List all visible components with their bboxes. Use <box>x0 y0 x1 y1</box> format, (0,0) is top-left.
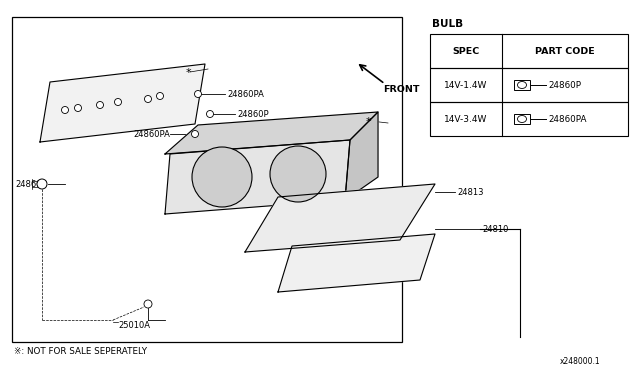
Bar <box>514 114 530 124</box>
Ellipse shape <box>518 115 527 122</box>
Circle shape <box>74 105 81 112</box>
Text: 24860B: 24860B <box>15 180 47 189</box>
Text: FRONT: FRONT <box>383 84 419 93</box>
Circle shape <box>270 146 326 202</box>
Circle shape <box>144 300 152 308</box>
Ellipse shape <box>518 81 527 89</box>
Polygon shape <box>40 64 205 142</box>
Circle shape <box>207 110 214 118</box>
Text: x248000.1: x248000.1 <box>560 357 600 366</box>
Text: *: * <box>365 117 371 127</box>
Polygon shape <box>245 184 435 252</box>
Text: 25010A: 25010A <box>118 321 150 330</box>
Bar <box>430 34 628 68</box>
Polygon shape <box>345 112 378 200</box>
Bar <box>514 80 530 90</box>
Text: 14V-3.4W: 14V-3.4W <box>444 115 488 124</box>
Circle shape <box>195 90 202 97</box>
Polygon shape <box>165 112 378 154</box>
Polygon shape <box>278 234 435 292</box>
Text: SPEC: SPEC <box>452 46 479 55</box>
Circle shape <box>191 131 198 138</box>
Text: 24860P: 24860P <box>237 109 269 119</box>
Circle shape <box>192 147 252 207</box>
Circle shape <box>37 179 47 189</box>
Text: 24810: 24810 <box>482 224 508 234</box>
Bar <box>430 102 628 136</box>
Circle shape <box>61 106 68 113</box>
Text: *: * <box>185 68 191 78</box>
Text: 24860P: 24860P <box>548 80 581 90</box>
Bar <box>12 17 402 342</box>
Text: 14V-1.4W: 14V-1.4W <box>444 80 488 90</box>
Circle shape <box>145 96 152 103</box>
Polygon shape <box>165 140 350 214</box>
Circle shape <box>115 99 122 106</box>
Circle shape <box>157 93 163 99</box>
Text: 24860PA: 24860PA <box>548 115 586 124</box>
Text: ※: NOT FOR SALE SEPERATELY: ※: NOT FOR SALE SEPERATELY <box>14 347 147 356</box>
Text: 24860PA: 24860PA <box>227 90 264 99</box>
Text: 24813: 24813 <box>457 187 483 196</box>
Text: 24860PA: 24860PA <box>133 129 170 138</box>
Text: BULB: BULB <box>432 19 463 29</box>
Bar <box>430 68 628 102</box>
Text: PART CODE: PART CODE <box>535 46 595 55</box>
Circle shape <box>97 102 104 109</box>
